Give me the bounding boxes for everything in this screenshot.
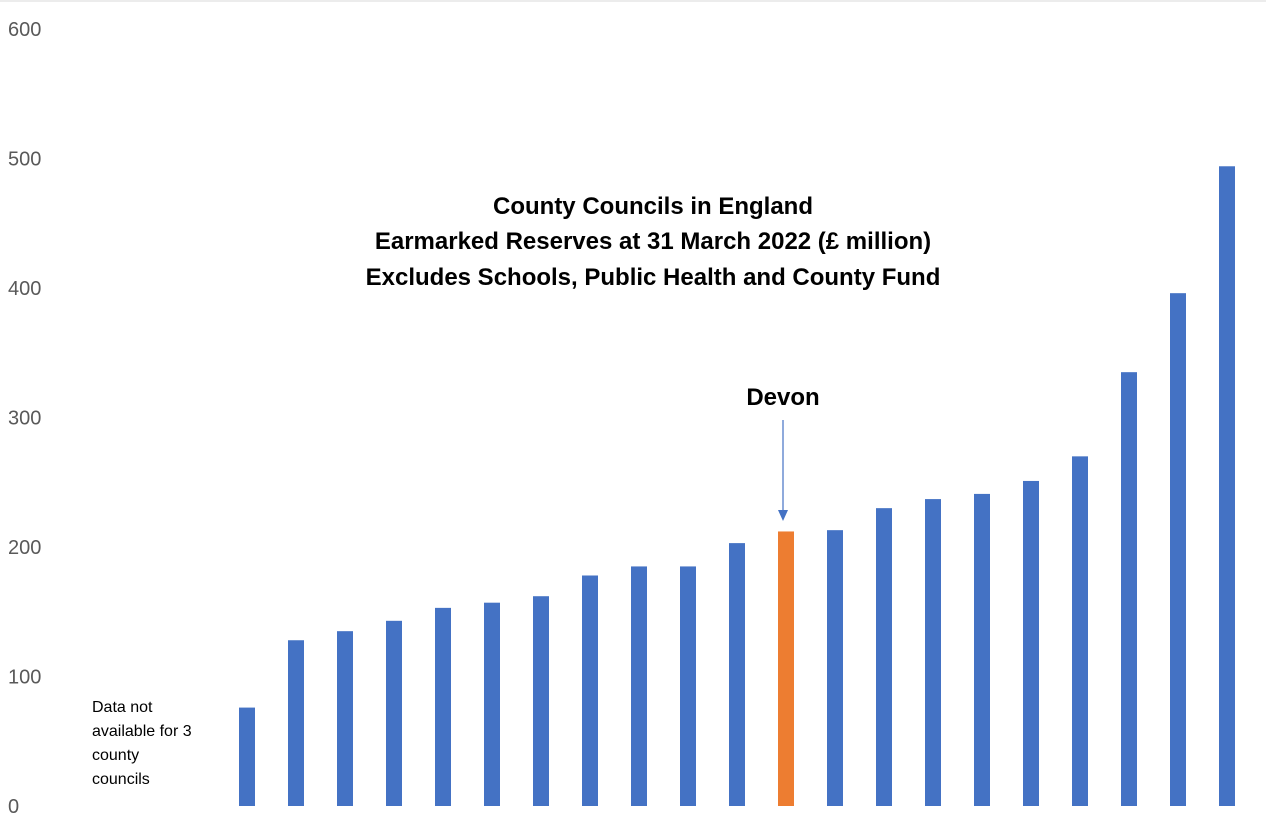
y-tick-label: 0 (8, 796, 19, 818)
bar (925, 499, 941, 806)
bar (680, 566, 696, 806)
y-axis-ticks: 0 100 200 300 400 500 600 (8, 19, 41, 818)
title-line-1: County Councils in England (493, 193, 813, 220)
devon-label: Devon (746, 384, 819, 411)
title-line-3: Excludes Schools, Public Health and Coun… (366, 264, 941, 291)
bars (239, 166, 1235, 806)
note-line-2: available for 3 (92, 723, 192, 740)
bar (1219, 166, 1235, 806)
bar (1023, 480, 1039, 806)
bar (288, 640, 304, 806)
title-line-2: Earmarked Reserves at 31 March 2022 (£ m… (375, 228, 931, 255)
devon-arrow-head (778, 510, 788, 521)
note-line-3: county (92, 747, 139, 764)
data-note: Data not available for 3 county councils (92, 699, 192, 788)
note-line-4: councils (92, 771, 150, 788)
bar (631, 566, 647, 806)
bar (239, 707, 255, 806)
chart-title: County Councils in England Earmarked Res… (366, 193, 941, 291)
devon-annotation: Devon (746, 384, 820, 521)
y-tick-label: 500 (8, 149, 41, 171)
bar (876, 508, 892, 806)
bar (827, 530, 843, 806)
y-tick-label: 100 (8, 667, 41, 689)
bar (1170, 293, 1186, 806)
y-tick-label: 200 (8, 537, 41, 559)
bar (435, 607, 451, 806)
bar-highlight (778, 531, 794, 806)
bar (974, 493, 990, 806)
y-tick-label: 400 (8, 278, 41, 300)
bar (386, 620, 402, 806)
bar (337, 631, 353, 806)
y-tick-label: 600 (8, 19, 41, 41)
bar (729, 543, 745, 806)
bar (484, 602, 500, 806)
bar (1072, 456, 1088, 806)
bar (1121, 372, 1137, 806)
note-line-1: Data not (92, 699, 153, 716)
y-tick-label: 300 (8, 408, 41, 430)
bar (533, 596, 549, 806)
bar (582, 575, 598, 806)
